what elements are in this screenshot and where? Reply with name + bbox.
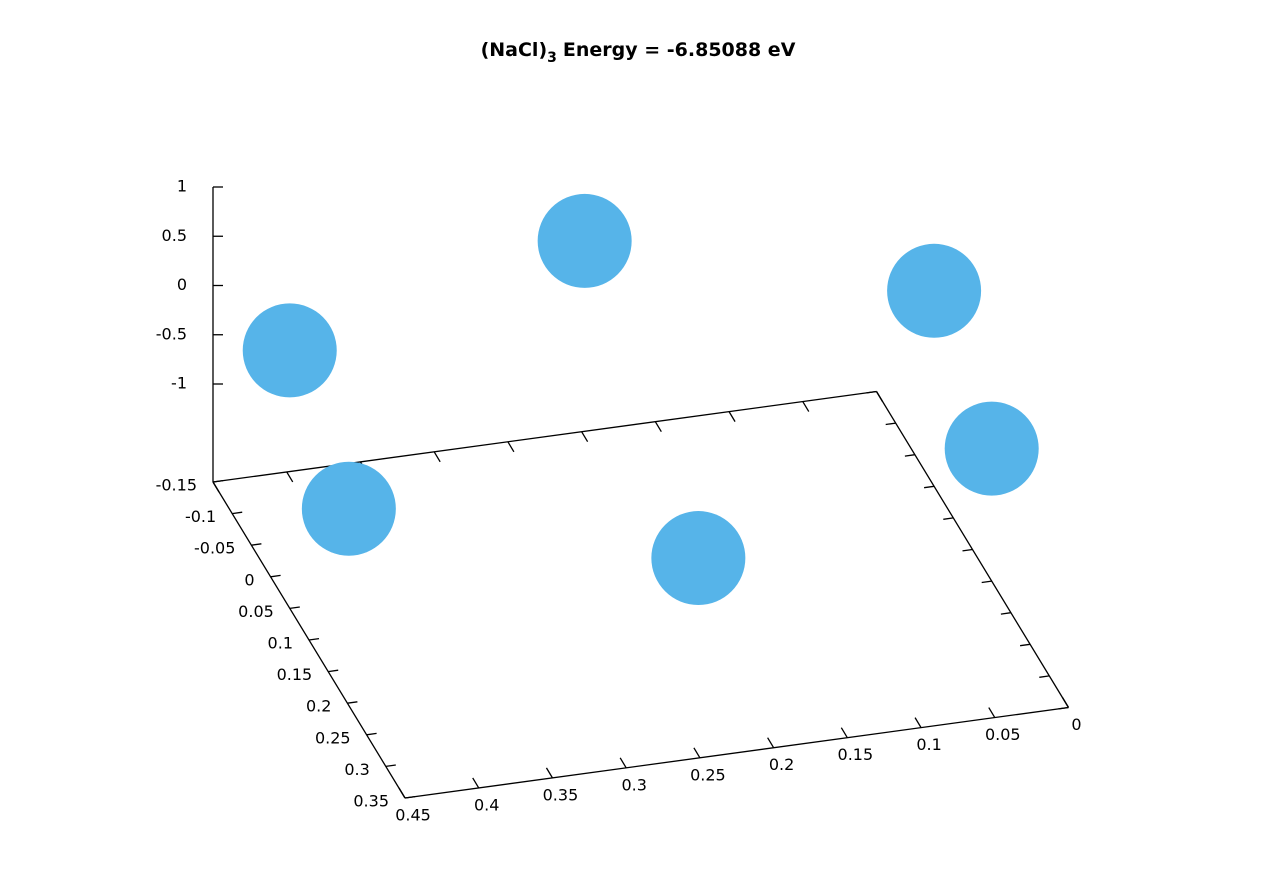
x-tick-label: 0.35	[543, 785, 579, 804]
x-tick-label: 0.15	[838, 745, 874, 764]
y-tick	[289, 606, 300, 610]
title-part: (NaCl)	[481, 39, 548, 61]
x-tick	[545, 767, 554, 779]
x-tick	[767, 737, 775, 749]
x-tick	[507, 441, 515, 453]
y-tick	[270, 574, 281, 578]
y-tick	[328, 669, 339, 673]
x-tick	[398, 787, 406, 799]
y-tick	[962, 548, 973, 552]
x-tick	[802, 401, 810, 412]
y-tick-label: 0.2	[306, 697, 331, 716]
y-tick	[232, 511, 243, 515]
atom	[887, 243, 982, 338]
x-tick	[875, 391, 884, 402]
x-tick-label: 0.4	[474, 795, 499, 814]
y-tick	[924, 485, 935, 489]
x-tick-label: 0.3	[621, 775, 646, 794]
atom	[301, 461, 396, 556]
y-tick	[866, 390, 877, 394]
title-part: Energy = -6.85088 eV	[563, 39, 796, 61]
y-tick-label: 0	[244, 570, 254, 589]
y-tick	[347, 701, 358, 704]
y-tick	[904, 454, 915, 457]
y-tick-label: 0.35	[353, 792, 389, 811]
y-tick	[404, 795, 416, 799]
y-tick-label: 0.15	[277, 665, 313, 684]
y-tick	[1000, 612, 1011, 615]
y-tick	[1039, 675, 1050, 678]
x-tick-label: 0	[1071, 715, 1081, 734]
x-tick	[840, 727, 848, 739]
x-tick	[988, 707, 996, 718]
y-tick	[251, 543, 262, 546]
y-tick-label: 0.05	[238, 602, 274, 621]
base-edge	[212, 390, 877, 483]
y-tick	[885, 422, 896, 426]
chart-title: (NaCl)3 Energy = -6.85088 eV	[481, 39, 796, 67]
y-tick	[1020, 643, 1031, 647]
x-tick-label: 0.05	[985, 725, 1021, 744]
y-tick-label: -0.15	[156, 476, 197, 495]
x-tick	[472, 777, 480, 789]
y-tick	[1058, 706, 1069, 710]
x-tick	[654, 421, 662, 433]
y-tick	[943, 517, 954, 520]
y-tick-label: -0.05	[194, 539, 235, 558]
base-edge	[404, 706, 1069, 799]
z-tick-label: -0.5	[156, 324, 187, 343]
x-tick	[212, 481, 220, 493]
atom	[944, 401, 1039, 496]
atom	[242, 303, 337, 398]
x-tick-label: 0.2	[769, 755, 794, 774]
x-tick	[1061, 697, 1070, 708]
x-tick-label: 0.1	[916, 735, 941, 754]
y-tick	[308, 637, 320, 641]
y-tick-label: 0.1	[268, 634, 293, 653]
z-tick-label: 0	[177, 275, 187, 294]
z-tick-label: 0.5	[162, 226, 187, 245]
x-tick	[693, 747, 701, 759]
y-tick-label: 0.3	[344, 760, 369, 779]
atom	[537, 193, 632, 288]
y-tick	[385, 764, 396, 768]
x-tick	[914, 717, 922, 728]
x-tick-label: 0.45	[395, 806, 431, 825]
z-tick-label: 1	[177, 177, 187, 196]
x-tick	[619, 757, 627, 769]
atom	[651, 511, 746, 606]
x-tick	[581, 431, 589, 443]
y-tick	[366, 732, 377, 736]
x-tick	[286, 471, 294, 483]
x-tick	[433, 451, 441, 463]
title-subscript: 3	[547, 50, 557, 66]
x-tick	[728, 411, 736, 422]
y-tick-label: 0.25	[315, 728, 351, 747]
z-tick-label: -1	[171, 374, 187, 393]
x-tick-label: 0.25	[690, 765, 726, 784]
y-tick	[212, 479, 224, 483]
y-tick	[981, 580, 992, 584]
y-tick-label: -0.1	[185, 507, 216, 526]
